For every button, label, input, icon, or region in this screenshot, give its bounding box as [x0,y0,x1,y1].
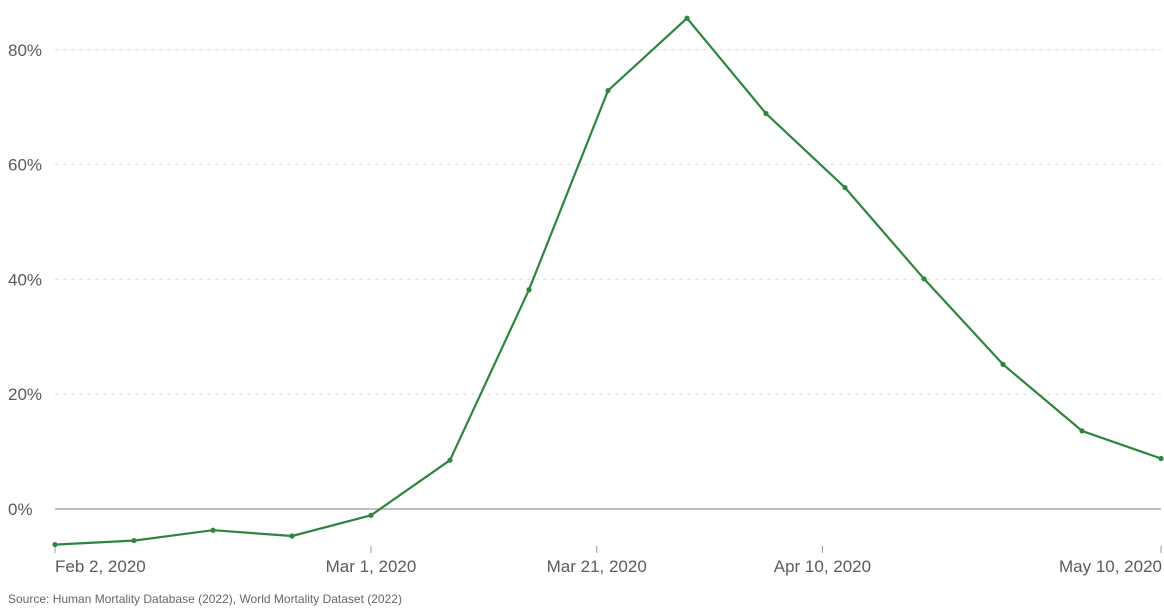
series-line-0 [53,17,1163,546]
data-points [52,15,1164,548]
data-point-14 [1158,455,1164,462]
series-lines [53,17,1163,546]
data-point-5 [447,457,453,463]
data-point-12 [1000,361,1006,367]
y-axis-tick-labels: 0% 20% 40% 60% 80% [8,41,42,519]
y-tick-label-40: 40% [8,270,42,289]
data-point-2 [210,527,216,533]
data-point-7 [605,87,611,94]
x-axis: Feb 2, 2020 Mar 1, 2020 Mar 21, 2020 Apr 10… [54,546,1162,576]
data-point-8 [684,15,690,21]
y-tick-label-0: 0% [8,500,33,519]
data-point-6 [526,287,532,293]
y-tick-label-20: 20% [8,385,42,404]
gridlines [55,49,1161,510]
source-note: Source: Human Mortality Database (2022),… [8,592,402,606]
x-tick-label-1: Mar 1, 2020 [326,557,417,576]
x-tick-label-2: Mar 21, 2020 [547,557,647,576]
y-tick-label-80: 80% [8,41,42,60]
data-point-3 [289,533,295,539]
data-point-0 [52,541,58,548]
x-tick-label-3: Apr 10, 2020 [774,557,871,576]
y-tick-label-60: 60% [8,156,42,175]
data-point-9 [763,110,769,117]
data-point-13 [1079,428,1085,434]
x-tick-label-0: Feb 2, 2020 [55,557,146,576]
data-point-10 [842,184,848,191]
x-tick-label-4: May 10, 2020 [1059,557,1162,576]
data-point-4 [368,512,374,518]
data-point-1 [131,537,137,544]
data-point-11 [921,276,927,282]
